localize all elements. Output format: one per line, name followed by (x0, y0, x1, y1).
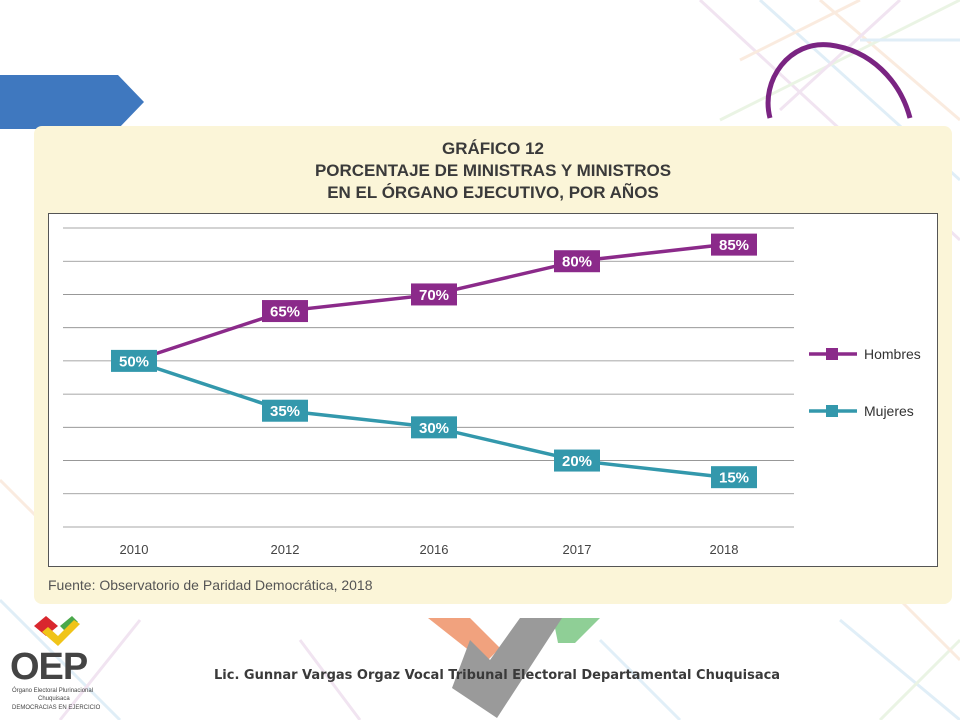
data-label-text: 65% (270, 304, 300, 321)
line-chart: 2010 2012 2016 2017 2018 50% 65% 70% 80% 85% 35% 30… (63, 227, 921, 557)
chart-title-line3: EN EL ÓRGANO EJECUTIVO, POR AÑOS (327, 183, 659, 202)
chart-title: GRÁFICO 12 PORCENTAJE DE MINISTRAS Y MIN… (34, 138, 952, 204)
data-label-text: 30% (419, 420, 449, 437)
data-label-text: 85% (719, 237, 749, 254)
x-tick-label: 2016 (420, 542, 449, 557)
logo-tagline: DEMOCRACIAS EN EJERCICIO (12, 705, 101, 711)
data-label-mujeres: 35% (262, 399, 308, 422)
plot-area: 2010 2012 2016 2017 2018 50% 65% 70% 80% 85% 35% 30… (48, 213, 938, 567)
data-point-box (711, 466, 757, 489)
data-point-box (262, 399, 308, 422)
legend-item-mujeres: Mujeres (809, 403, 914, 419)
chart-title-line2: PORCENTAJE DE MINISTRAS Y MINISTROS (314, 161, 672, 180)
oep-logo: OEP Órgano Electoral Plurinacional Chuqu… (10, 612, 106, 718)
data-label-hombres: 85% (711, 233, 757, 256)
chart-title-line1: GRÁFICO 12 (441, 139, 545, 158)
logo-text: OEP (10, 646, 88, 688)
data-label-hombres: 80% (554, 250, 600, 273)
legend-label: Hombres (864, 346, 921, 362)
data-label-text: 15% (719, 470, 749, 487)
data-label-text: 70% (419, 287, 449, 304)
data-label-text: 80% (562, 254, 592, 271)
data-label-text: 50% (119, 353, 149, 370)
chart-source: Fuente: Observatorio de Paridad Democrát… (48, 577, 373, 593)
data-point-box (711, 233, 757, 256)
logo-subtitle: Órgano Electoral Plurinacional (12, 688, 94, 694)
x-tick-label: 2012 (271, 542, 300, 557)
data-point-box (111, 349, 157, 372)
data-point-box (411, 416, 457, 439)
logo-check-icon (34, 616, 80, 646)
data-point-box (554, 250, 600, 273)
footer-credit: Lic. Gunnar Vargas Orgaz Vocal Tribunal … (214, 668, 781, 683)
data-label-mujeres: 30% (411, 416, 457, 439)
x-tick-label: 2017 (563, 542, 592, 557)
data-label-mujeres: 15% (711, 466, 757, 489)
x-tick-label: 2010 (120, 542, 149, 557)
data-label-hombres: 50% (111, 349, 157, 372)
chart-panel: GRÁFICO 12 PORCENTAJE DE MINISTRAS Y MIN… (34, 126, 952, 604)
data-label-text: 35% (270, 403, 300, 420)
legend-label: Mujeres (864, 403, 914, 419)
data-point-box (411, 283, 457, 306)
title-arrow-banner (0, 75, 144, 129)
legend-item-hombres: Hombres (809, 346, 921, 362)
data-point-box (554, 449, 600, 472)
data-label-mujeres: 20% (554, 449, 600, 472)
data-label-hombres: 70% (411, 283, 457, 306)
data-label-text: 20% (562, 453, 592, 470)
data-label-hombres: 65% (262, 300, 308, 323)
logo-region: Chuquisaca (38, 696, 70, 702)
x-tick-label: 2018 (710, 542, 739, 557)
data-point-box (262, 300, 308, 323)
